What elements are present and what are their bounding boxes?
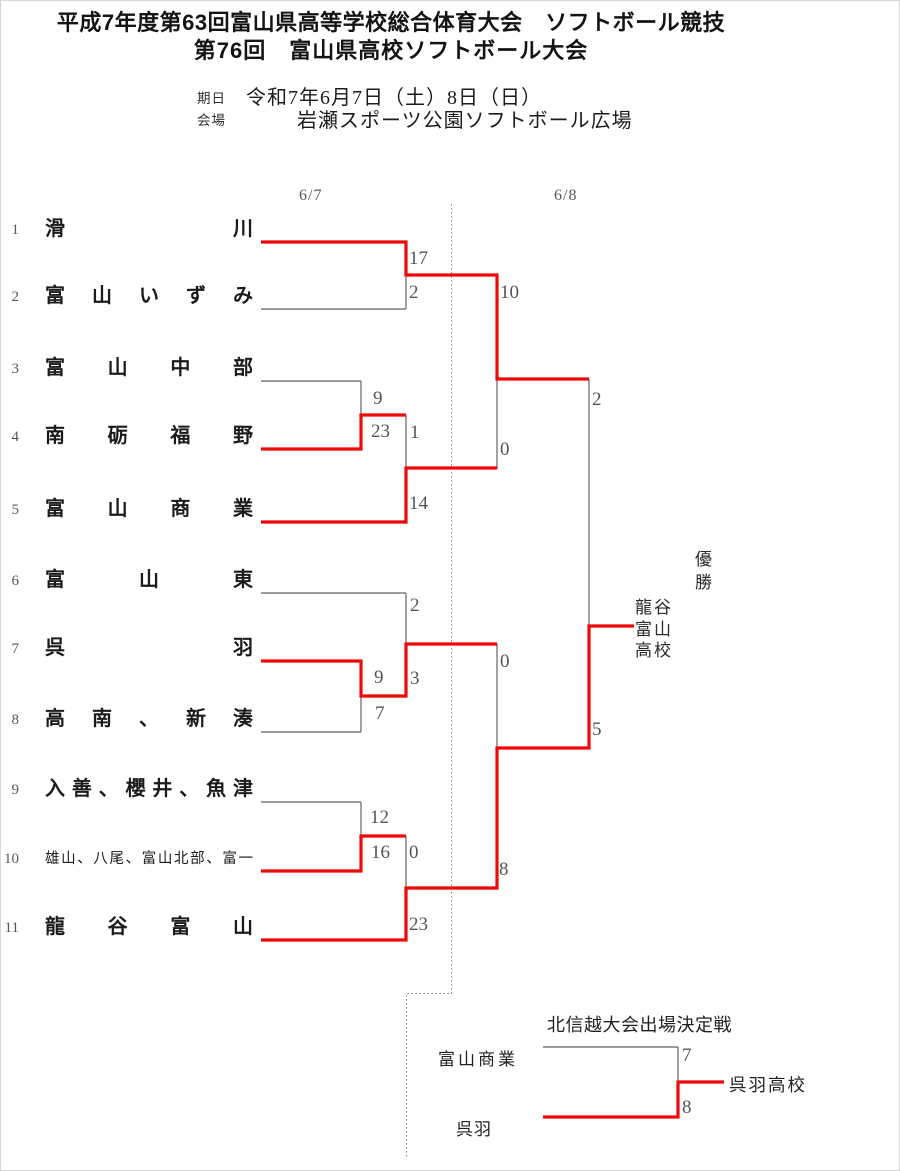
score-sf1-bottom: 0 (500, 439, 510, 460)
team-row-konan-shinminato: 8 高南、新湊 (1, 707, 261, 731)
venue-label: 会場 (197, 113, 226, 128)
team-seed: 3 (11, 361, 20, 377)
team-row-oyama-yatsuo-toyamahokubu-tomiichi: 10 雄山、八尾、富山北部、富一 (1, 846, 261, 870)
date-label: 期日 (197, 91, 226, 106)
team-seed: 6 (11, 573, 20, 589)
venue-value: 岩瀬スポーツ公園ソフトボール広場 (297, 110, 633, 132)
score-m7-bottom: 23 (409, 914, 428, 935)
team-name: 富山中部 (45, 357, 253, 379)
team-seed: 7 (11, 641, 20, 657)
team-row-toyamahigashi: 6 富山東 (1, 568, 261, 592)
team-seed: 8 (11, 712, 20, 728)
score-m7-top: 0 (409, 842, 419, 863)
champion-name-line: 高校 (635, 641, 673, 660)
team-name: 富山いずみ (45, 285, 253, 307)
path-ryukokutoyama-champion (261, 624, 634, 942)
team-row-nyuzen-sakurai-uozu: 9 入善、櫻井、魚津 (1, 777, 261, 801)
team-name: 龍谷富山 (45, 916, 253, 938)
team-seed: 11 (4, 920, 19, 936)
day2-label: 6/8 (554, 187, 578, 204)
score-final-bottom: 5 (592, 719, 602, 740)
team-row-toyamashogyo: 5 富山商業 (1, 497, 261, 521)
team-name: 雄山、八尾、富山北部、富一 (45, 851, 253, 867)
score-playoff-bottom: 8 (682, 1097, 692, 1118)
path-nantofukuno-advance (261, 413, 406, 451)
team-seed: 1 (11, 222, 20, 238)
score-m4-bottom: 7 (375, 703, 385, 724)
score-sf1-top: 10 (500, 282, 519, 303)
day-separator-dotted-line (406, 204, 452, 1157)
score-final-top: 2 (592, 389, 602, 410)
title-line-2: 第76回 富山県高校ソフトボール大会 (193, 38, 589, 63)
score-m2-top: 9 (373, 388, 383, 409)
path-playoff-kureha-advance (543, 1080, 724, 1119)
day1-label: 6/7 (299, 187, 323, 204)
score-playoff-top: 7 (682, 1045, 692, 1066)
team-name: 入善、櫻井、魚津 (45, 778, 253, 800)
team-name: 富山東 (45, 569, 253, 591)
score-m6-bottom: 16 (371, 842, 390, 863)
team-row-namerikawa: 1 滑川 (1, 217, 261, 241)
score-m5-bottom: 3 (410, 668, 420, 689)
team-row-toyamaizumi: 2 富山いずみ (1, 284, 261, 308)
path-toyamashogyo-advance (261, 466, 497, 524)
team-row-toyamachubu: 3 富山中部 (1, 356, 261, 380)
team-seed: 4 (11, 429, 20, 445)
playoff-title: 北信越大会出場決定戦 (547, 1015, 732, 1035)
team-row-nantofukuno: 4 南砺福野 (1, 424, 261, 448)
team-name: 高南、新湊 (45, 708, 253, 730)
path-namerikawa-advance (261, 240, 589, 381)
title-line-1: 平成7年度第63回富山県高等学校総合体育大会 ソフトボール競技 (56, 10, 726, 35)
playoff-team-bottom: 呉羽 (456, 1120, 492, 1139)
team-seed: 5 (11, 502, 20, 518)
team-row-kureha: 7 呉羽 (1, 636, 261, 660)
team-name: 滑川 (45, 218, 253, 240)
path-oyama-yatsuo-advance (261, 834, 406, 873)
score-sf2-top: 0 (500, 651, 510, 672)
score-m3-bottom: 14 (409, 493, 428, 514)
score-m2-bottom: 23 (371, 421, 390, 442)
score-m3-top: 1 (410, 422, 420, 443)
champion-name: 龍谷 富山 高校 (635, 597, 673, 662)
team-seed: 9 (11, 782, 20, 798)
playoff-winner: 呉羽高校 (729, 1075, 807, 1095)
score-m1-bottom: 2 (409, 282, 419, 303)
score-m1-top: 17 (409, 248, 428, 269)
score-m5-top: 2 (410, 595, 420, 616)
date-value: 令和7年6月7日（土）8日（日） (246, 87, 542, 109)
page-title: 平成7年度第63回富山県高等学校総合体育大会 ソフトボール競技 第76回 富山県… (9, 9, 773, 65)
score-sf2-bottom: 8 (499, 859, 509, 880)
team-seed: 10 (4, 851, 19, 867)
playoff-team-top: 富山商業 (438, 1050, 518, 1069)
team-row-ryukokutoyama: 11 龍谷富山 (1, 915, 261, 939)
team-seed: 2 (11, 289, 20, 305)
team-name: 呉羽 (45, 637, 253, 659)
score-m6-top: 12 (370, 807, 389, 828)
team-name: 南砺福野 (45, 425, 253, 447)
path-kureha-advance (261, 642, 497, 698)
team-name: 富山商業 (45, 498, 253, 520)
champion-name-line: 富山 (635, 619, 673, 639)
champion-name-line: 龍谷 (635, 598, 673, 617)
champion-label: 優勝 (692, 550, 711, 596)
score-m4-top: 9 (374, 667, 384, 688)
